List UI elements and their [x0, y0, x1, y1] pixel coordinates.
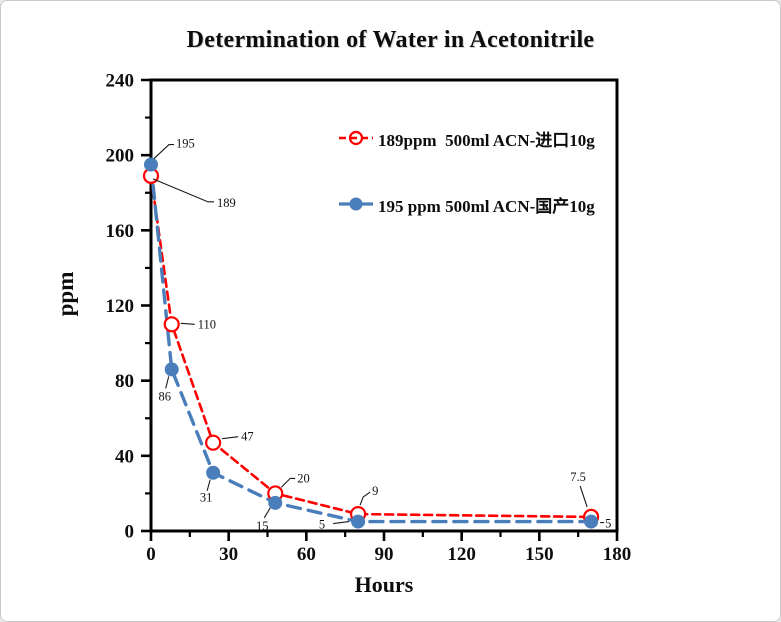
data-point-label: 15: [256, 519, 269, 533]
data-point-label: 31: [200, 491, 213, 505]
chart-title: Determination of Water in Acetonitrile: [186, 27, 595, 53]
y-tick-label: 40: [115, 446, 134, 467]
data-point-label: 5: [605, 517, 611, 531]
data-label-leader: [180, 322, 195, 325]
data-label-leader: [579, 485, 588, 508]
data-label-leader: [153, 144, 174, 159]
y-tick-label: 240: [106, 71, 135, 92]
data-point-label: 9: [372, 484, 378, 498]
data-label-leader: [280, 477, 296, 488]
y-tick-label: 0: [125, 522, 135, 543]
y-tick-label: 80: [115, 371, 134, 392]
data-point-label: 110: [198, 317, 216, 331]
data-point-label: 47: [241, 430, 254, 444]
data-label-leader: [206, 479, 211, 491]
data-label-leader: [359, 491, 371, 506]
data-point-label: 195: [176, 137, 195, 151]
data-point-filled-circle: [144, 157, 158, 172]
data-label-leader: [263, 507, 271, 519]
legend-label-domestic: 195 ppm 500ml ACN-国产10g: [378, 196, 595, 216]
x-tick-label: 0: [146, 544, 156, 565]
data-label-leader: [222, 436, 239, 440]
legend-entry-domestic: 195 ppm 500ml ACN-国产10g: [339, 189, 595, 219]
data-label-leader: [165, 376, 170, 389]
x-tick-label: 30: [219, 544, 238, 565]
data-point-filled-circle: [584, 514, 599, 529]
data-point-open-circle: [205, 434, 222, 451]
data-point-filled-circle: [164, 362, 179, 377]
x-tick-label: 180: [603, 544, 632, 565]
x-tick-label: 120: [447, 544, 476, 565]
y-tick-label: 200: [106, 146, 135, 167]
data-label-leader: [333, 521, 350, 525]
x-tick-label: 90: [375, 544, 394, 565]
data-point-label: 5: [319, 518, 325, 532]
blue-line-filled-circle-marker: [339, 197, 373, 211]
x-tick-label: 150: [525, 544, 554, 565]
data-point-filled-circle: [268, 495, 283, 510]
data-point-label: 20: [297, 471, 310, 485]
series-line-1: [149, 162, 593, 524]
red-dashed-open-circle-marker: [339, 130, 373, 146]
legend-label-imported: 189ppm 500ml ACN-进口10g: [378, 130, 595, 150]
series-line-0: [149, 174, 593, 519]
data-point-open-circle: [163, 316, 180, 333]
data-point-filled-circle: [206, 465, 221, 480]
y-tick-label: 160: [106, 221, 135, 242]
data-point-label: 7.5: [570, 470, 586, 484]
x-tick-label: 60: [297, 544, 316, 565]
data-point-filled-circle: [351, 514, 366, 529]
data-label-leader: [152, 178, 214, 203]
x-axis-title: Hours: [354, 572, 414, 597]
legend: 189ppm 500ml ACN-进口10g 195 ppm 500ml ACN…: [339, 123, 595, 255]
data-point-label: 189: [217, 196, 236, 210]
legend-entry-imported: 189ppm 500ml ACN-进口10g: [339, 123, 595, 153]
y-tick-label: 120: [106, 296, 135, 317]
data-point-label: 86: [158, 389, 171, 403]
